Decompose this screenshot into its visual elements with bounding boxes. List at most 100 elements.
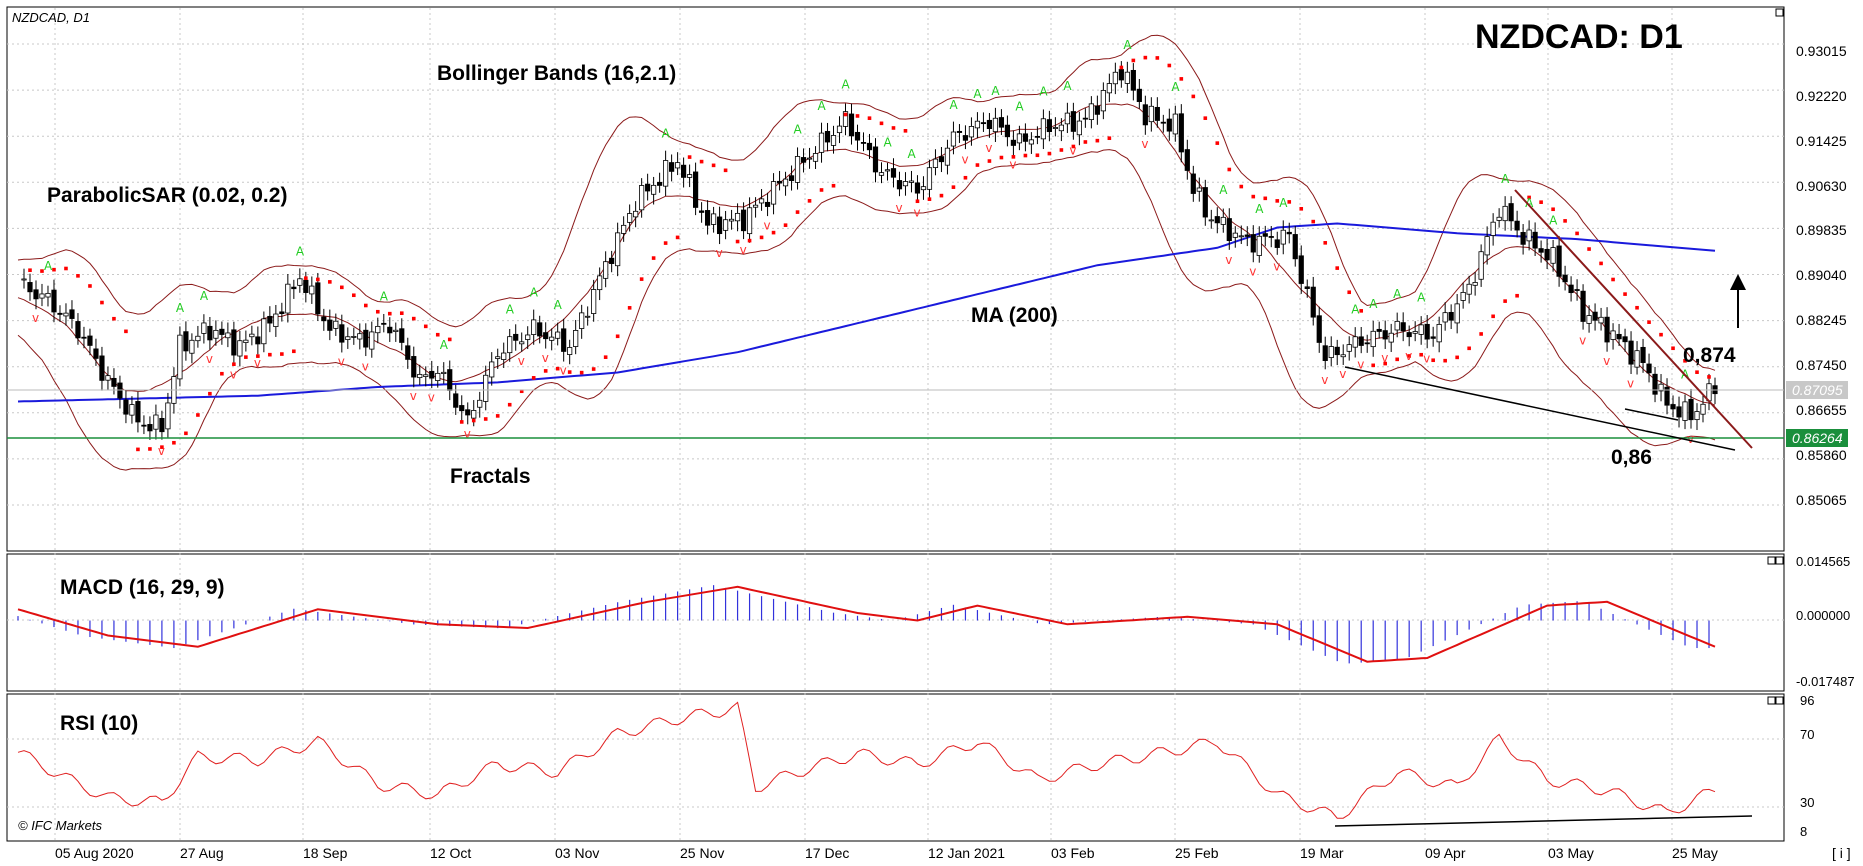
psar-dot [987,159,992,163]
candle-down [1640,346,1646,363]
price-tick: 0.89040 [1796,267,1847,283]
candle-up [1220,216,1226,225]
candle-up [243,339,249,343]
candle-up [639,185,645,211]
psar-dot [1527,195,1531,200]
candle-up [1478,251,1484,280]
fractal-down-icon: v [230,367,237,381]
candle-down [99,355,105,381]
candle-down [1310,286,1316,318]
psar-dot [100,300,104,305]
candle-up [1148,105,1154,123]
date-tick: 03 Feb [1051,845,1095,861]
candle-down [1514,220,1520,231]
ifc-watermark: © IFC Markets [18,818,102,833]
fractal-up-icon: A [1369,297,1378,311]
date-tick: 17 Dec [805,845,849,861]
psar-dot [711,163,716,168]
psar-dot [747,238,752,243]
candle-down [716,216,723,235]
up-arrow-icon [1730,274,1746,290]
candle-up [908,180,915,183]
candle-down [543,332,549,340]
candle-down [1448,311,1454,321]
fractal-down-icon: v [1069,144,1076,158]
candle-up [477,399,483,408]
candle-down [1316,315,1322,343]
candle-down [1286,231,1292,235]
candle-down [1652,373,1658,395]
candle-down [87,335,93,346]
candles [21,61,1718,440]
psar-dot [1587,247,1591,251]
fractal-down-icon: v [1423,351,1430,365]
close-icon[interactable] [1775,556,1784,565]
fractal-down-icon: v [206,352,213,366]
psar-dot [1515,293,1519,298]
candle-up [1172,113,1178,135]
fractal-down-icon: v [1405,349,1412,363]
psar-dot [1563,219,1567,223]
psar-dot [1623,292,1627,296]
close-icon[interactable] [1775,696,1784,705]
candle-down [800,157,807,163]
candle-up [507,336,513,354]
candle-up [902,181,909,187]
date-tick: 03 Nov [555,845,599,861]
psar-dot [124,329,128,334]
candle-down [1184,149,1190,171]
maximize-icon[interactable] [1767,556,1776,565]
candle-up [357,333,363,340]
candle-down [890,168,897,178]
candle-up [1550,247,1556,264]
psar-dot [411,316,416,321]
candle-down [123,399,129,415]
candle-up [1394,320,1400,331]
psar-dot [579,370,584,375]
candle-up [950,131,957,147]
fractal-down-icon: v [895,201,902,215]
candle-down [1508,203,1514,222]
candle-down [1430,336,1436,339]
maximize-icon[interactable] [1767,696,1776,705]
maximize-icon[interactable] [1775,8,1784,17]
candle-up [1418,324,1424,335]
fractal-up-icon: A [973,87,982,101]
candle-down [1136,88,1142,102]
rsi-tick: 30 [1800,795,1814,810]
candle-up [633,210,639,218]
candle-up [770,181,777,205]
candle-up [1112,71,1118,85]
psar-dot [999,155,1004,160]
candle-down [1676,406,1682,418]
candle-down [1358,336,1364,346]
fractal-up-icon: A [1393,287,1402,301]
bollinger-upper [17,34,1716,371]
rsi-trendline [1334,815,1753,827]
fractal-up-icon: A [1417,291,1426,305]
candle-up [573,330,579,347]
candle-down [1250,234,1256,253]
fractal-up-icon: A [991,84,1000,98]
psar-dot [184,431,188,436]
fractal-up-icon: A [1525,196,1534,210]
psar-dot [555,366,560,371]
candle-down [387,326,393,334]
candle-down [1364,342,1370,345]
psar-dot [280,352,284,356]
candle-down [315,282,321,315]
candle-down [1520,232,1526,245]
price-panel [6,6,1785,552]
candle-down [69,309,75,319]
fractal-up-icon: A [662,126,671,140]
psar-dot [447,337,452,342]
info-corner-label[interactable]: [ i ] [1832,845,1851,861]
candle-up [177,334,183,380]
candle-up [1700,403,1706,415]
psar-dot [771,230,776,235]
psar-dot [1167,63,1172,68]
candle-up [1328,346,1334,358]
fractal-up-icon: A [1501,172,1510,186]
candle-up [345,336,351,340]
fractal-down-icon: v [542,351,549,365]
